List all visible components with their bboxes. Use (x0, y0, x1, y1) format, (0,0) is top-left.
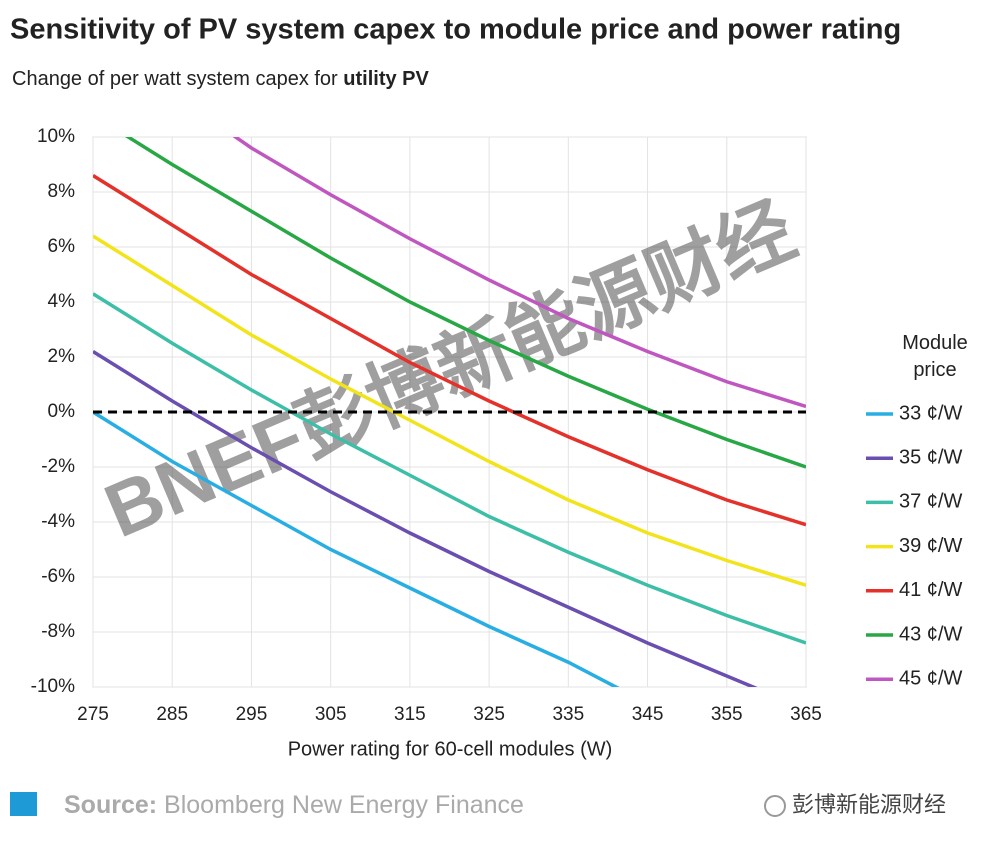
x-tick-label: 365 (790, 704, 822, 725)
y-tick-label: -4% (41, 511, 75, 532)
subtitle: Change of per watt system capex for util… (12, 68, 430, 90)
line (93, 350, 758, 687)
source: Source: Bloomberg New Energy Finance (64, 791, 524, 819)
account-icon (764, 795, 786, 817)
y-tick-label: 10% (37, 126, 75, 147)
legend-label: 35 ¢/W (899, 446, 962, 468)
source-text: Bloomberg New Energy Finance (164, 791, 524, 819)
subtitle-text: Change of per watt system capex for (12, 68, 338, 90)
y-tick-label: 2% (48, 346, 76, 367)
x-tick-label: 305 (315, 704, 347, 725)
y-tick-label: -6% (41, 566, 75, 587)
x-tick-label: 275 (77, 704, 109, 725)
y-tick-label: 6% (48, 236, 76, 257)
legend-label: 33 ¢/W (899, 402, 962, 424)
y-tick-label: -10% (31, 676, 75, 697)
x-tick-label: 345 (632, 704, 664, 725)
line (124, 137, 806, 469)
line (93, 234, 806, 587)
legend-label: 45 ¢/W (899, 667, 962, 689)
legend-label: 41 ¢/W (899, 579, 962, 601)
plot-lines (93, 137, 806, 687)
x-tick-label: 355 (711, 704, 743, 725)
source-icon (10, 792, 37, 816)
legend-label: 39 ¢/W (899, 535, 962, 557)
line (93, 410, 620, 687)
legend-label: 43 ¢/W (899, 623, 962, 645)
x-tick-label: 325 (473, 704, 505, 725)
x-axis-label: Power rating for 60-cell modules (W) (288, 738, 613, 760)
legend-label: 37 ¢/W (899, 491, 962, 513)
source-label: Source: (64, 791, 157, 819)
y-tick-label: 4% (48, 291, 76, 312)
line (93, 292, 806, 645)
y-tick-label: 0% (48, 401, 76, 422)
subtitle-emphasis: utility PV (343, 68, 429, 90)
line (232, 137, 806, 409)
legend-title: Module price (902, 332, 968, 381)
chart-title: Sensitivity of PV system capex to module… (10, 14, 901, 46)
x-tick-label: 335 (552, 704, 584, 725)
x-tick-label: 285 (156, 704, 188, 725)
y-tick-label: -2% (41, 456, 75, 477)
account: 彭博新能源财经 (792, 792, 946, 817)
y-tick-label: -8% (41, 621, 75, 642)
x-tick-label: 295 (236, 704, 268, 725)
line (93, 174, 806, 527)
y-tick-label: 8% (48, 181, 76, 202)
x-tick-label: 315 (394, 704, 426, 725)
